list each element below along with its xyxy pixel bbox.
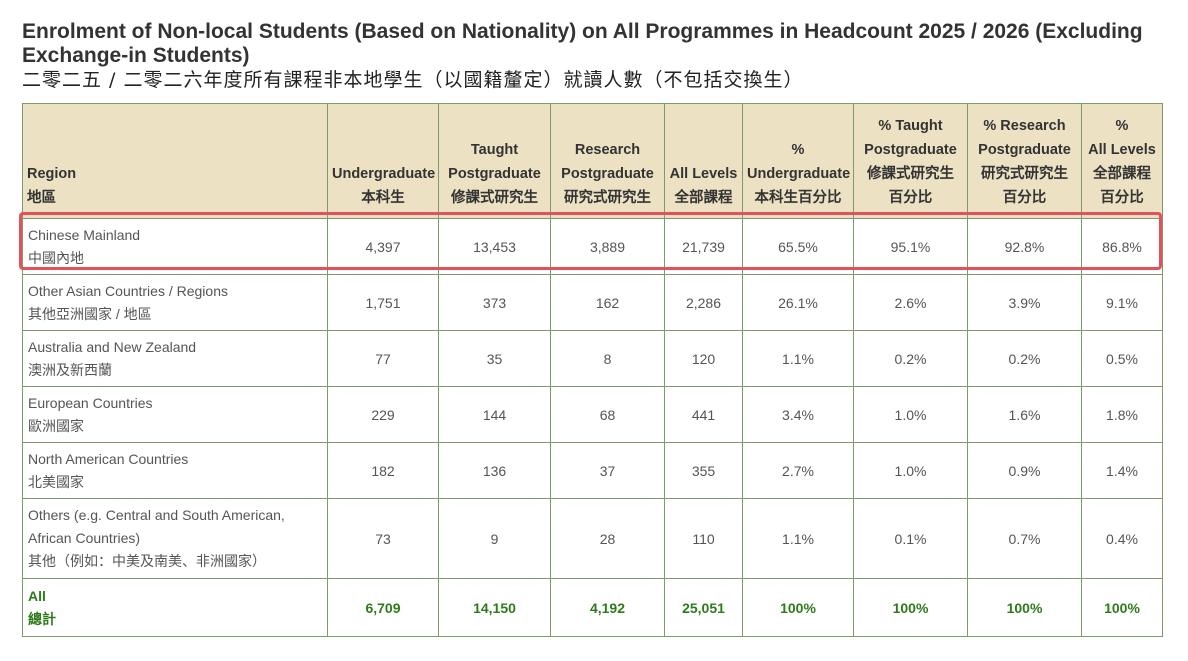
region-cell: Others (e.g. Central and South American,…	[22, 498, 328, 579]
total-cell: 25,051	[664, 578, 743, 637]
value-cell: 3.4%	[742, 386, 854, 443]
value-cell: 2,286	[664, 274, 743, 331]
value-cell: 0.7%	[967, 498, 1082, 579]
total-cell: 100%	[742, 578, 854, 637]
value-cell: 4,397	[327, 218, 439, 275]
value-cell: 26.1%	[742, 274, 854, 331]
table-row: Other Asian Countries / Regions 其他亞洲國家 / …	[22, 274, 1163, 331]
value-cell: 1.4%	[1081, 442, 1163, 499]
value-cell: 77	[327, 330, 439, 387]
value-cell: 144	[438, 386, 551, 443]
value-cell: 373	[438, 274, 551, 331]
value-cell: 2.6%	[853, 274, 968, 331]
region-cell: Chinese Mainland 中國內地	[22, 218, 328, 275]
table-row: North American Countries 北美國家 182 136 37 …	[22, 442, 1163, 499]
col-header-pct-undergraduate: % Undergraduate 本科生百分比	[742, 103, 854, 219]
col-header-taught-pg: Taught Postgraduate 修課式研究生	[438, 103, 551, 219]
table-row: Australia and New Zealand 澳洲及新西蘭 77 35 8 …	[22, 330, 1163, 387]
value-cell: 86.8%	[1081, 218, 1163, 275]
value-cell: 65.5%	[742, 218, 854, 275]
value-cell: 1.1%	[742, 498, 854, 579]
value-cell: 9	[438, 498, 551, 579]
value-cell: 8	[550, 330, 665, 387]
col-header-pct-taught-pg: % Taught Postgraduate 修課式研究生 百分比	[853, 103, 968, 219]
value-cell: 3,889	[550, 218, 665, 275]
value-cell: 13,453	[438, 218, 551, 275]
total-cell: 100%	[853, 578, 968, 637]
header-row: Region 地區 Undergraduate 本科生 Taught Postgrad…	[22, 103, 1163, 219]
total-cell: 4,192	[550, 578, 665, 637]
enrolment-table: Region 地區 Undergraduate 本科生 Taught Postgrad…	[22, 103, 1163, 637]
page-subtitle: 二零二五 / 二零二六年度所有課程非本地學生（以國籍釐定）就讀人數（不包括交換生…	[22, 69, 804, 91]
col-header-undergraduate: Undergraduate 本科生	[327, 103, 439, 219]
value-cell: 162	[550, 274, 665, 331]
value-cell: 95.1%	[853, 218, 968, 275]
value-cell: 92.8%	[967, 218, 1082, 275]
value-cell: 73	[327, 498, 439, 579]
value-cell: 1.0%	[853, 442, 968, 499]
value-cell: 21,739	[664, 218, 743, 275]
value-cell: 35	[438, 330, 551, 387]
value-cell: 0.2%	[853, 330, 968, 387]
total-cell: 100%	[1081, 578, 1163, 637]
table-row: Others (e.g. Central and South American,…	[22, 498, 1163, 579]
value-cell: 0.4%	[1081, 498, 1163, 579]
value-cell: 182	[327, 442, 439, 499]
col-header-pct-all-levels: % All Levels 全部課程 百分比	[1081, 103, 1163, 219]
table-row: European Countries 歐洲國家 229 144 68 441 3.…	[22, 386, 1163, 443]
value-cell: 355	[664, 442, 743, 499]
value-cell: 1.6%	[967, 386, 1082, 443]
region-cell: Other Asian Countries / Regions 其他亞洲國家 / …	[22, 274, 328, 331]
value-cell: 1.0%	[853, 386, 968, 443]
value-cell: 28	[550, 498, 665, 579]
total-cell: 100%	[967, 578, 1082, 637]
value-cell: 0.1%	[853, 498, 968, 579]
col-header-pct-research-pg: % Research Postgraduate 研究式研究生 百分比	[967, 103, 1082, 219]
col-header-research-pg: Research Postgraduate 研究式研究生	[550, 103, 665, 219]
value-cell: 9.1%	[1081, 274, 1163, 331]
table-row: Chinese Mainland 中國內地 4,397 13,453 3,889 …	[22, 218, 1163, 275]
col-header-region: Region 地區	[22, 103, 328, 219]
value-cell: 136	[438, 442, 551, 499]
region-cell: European Countries 歐洲國家	[22, 386, 328, 443]
value-cell: 110	[664, 498, 743, 579]
value-cell: 1.1%	[742, 330, 854, 387]
value-cell: 441	[664, 386, 743, 443]
total-cell: 6,709	[327, 578, 439, 637]
region-cell: Australia and New Zealand 澳洲及新西蘭	[22, 330, 328, 387]
total-row: All 總計 6,709 14,150 4,192 25,051 100% 100…	[22, 578, 1163, 637]
region-cell: All 總計	[22, 578, 328, 637]
value-cell: 229	[327, 386, 439, 443]
total-cell: 14,150	[438, 578, 551, 637]
page-title: Enrolment of Non-local Students (Based o…	[22, 20, 1143, 67]
value-cell: 0.9%	[967, 442, 1082, 499]
value-cell: 3.9%	[967, 274, 1082, 331]
col-header-all-levels: All Levels 全部課程	[664, 103, 743, 219]
region-cell: North American Countries 北美國家	[22, 442, 328, 499]
value-cell: 2.7%	[742, 442, 854, 499]
value-cell: 0.5%	[1081, 330, 1163, 387]
value-cell: 68	[550, 386, 665, 443]
value-cell: 1,751	[327, 274, 439, 331]
value-cell: 37	[550, 442, 665, 499]
value-cell: 1.8%	[1081, 386, 1163, 443]
value-cell: 0.2%	[967, 330, 1082, 387]
value-cell: 120	[664, 330, 743, 387]
